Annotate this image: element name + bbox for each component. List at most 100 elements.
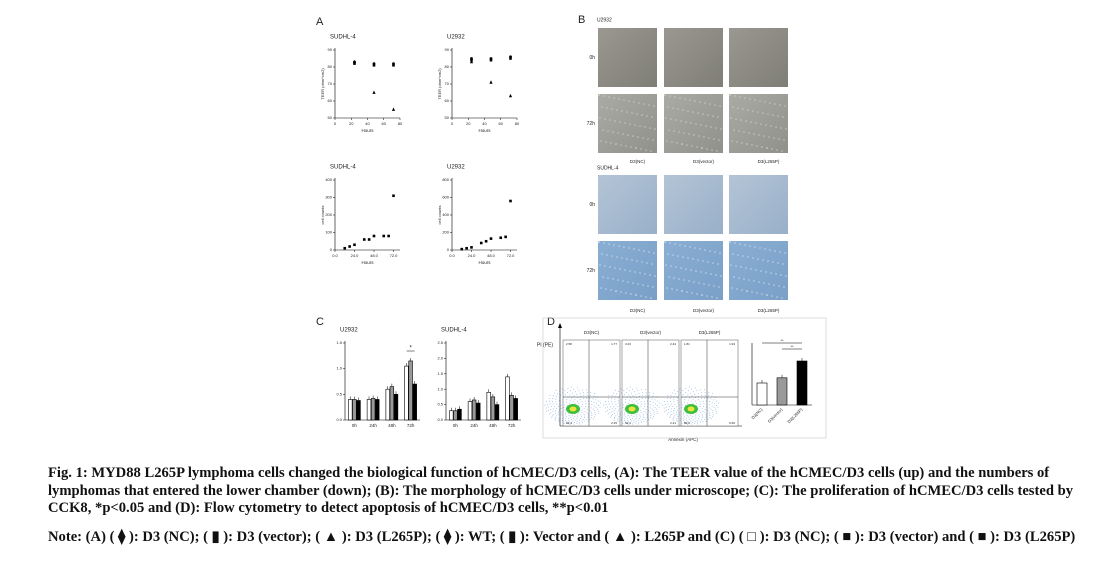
event: [590, 416, 592, 418]
point: [391, 107, 396, 111]
event: [578, 419, 580, 421]
event: [685, 417, 687, 419]
event: [669, 416, 671, 418]
cell: [685, 121, 687, 123]
event: [656, 410, 658, 412]
event: [555, 396, 557, 398]
event: [631, 420, 633, 422]
cell: [719, 105, 721, 107]
cell: [748, 279, 750, 281]
event: [694, 420, 696, 422]
event: [558, 409, 560, 411]
micrograph: [598, 175, 657, 234]
y-axis-label: cell counts: [437, 206, 442, 225]
x-tick-label: 20: [466, 121, 471, 126]
event: [620, 414, 622, 416]
event: [708, 411, 710, 413]
event: [640, 422, 642, 424]
cell: [716, 150, 718, 152]
event: [651, 408, 653, 410]
event: [581, 409, 583, 411]
event: [682, 394, 684, 396]
event: [566, 404, 568, 406]
event: [609, 412, 611, 414]
event: [555, 416, 557, 418]
event: [623, 414, 625, 416]
event: [639, 416, 641, 418]
cell: [711, 149, 713, 151]
y-tick-label: 2.0: [437, 355, 443, 360]
micrograph: [598, 28, 657, 87]
cell: [761, 146, 763, 148]
cell: [687, 110, 689, 112]
event: [558, 420, 560, 422]
event: [558, 419, 560, 421]
cell: [761, 293, 763, 295]
event: [692, 415, 694, 417]
event: [587, 417, 589, 419]
cell: [676, 289, 678, 291]
y-axis-label: TEER (ohm*cm2): [437, 68, 442, 100]
event: [680, 401, 682, 403]
event: [613, 405, 615, 407]
event: [565, 412, 567, 414]
event: [649, 416, 651, 418]
event: [596, 408, 598, 410]
event: [644, 405, 646, 407]
event: [669, 398, 671, 400]
bar: [366, 399, 372, 421]
cell: [732, 253, 734, 255]
cell: [635, 147, 637, 149]
point: [353, 243, 356, 247]
cell: [672, 107, 674, 109]
bar: [486, 391, 491, 421]
event: [711, 405, 713, 407]
event: [620, 418, 622, 420]
event: [676, 409, 678, 411]
cell: [598, 241, 600, 243]
cell: [654, 128, 656, 130]
event: [613, 419, 615, 421]
cell: [772, 114, 774, 116]
point: [489, 58, 493, 62]
cell: [630, 146, 632, 148]
event: [559, 397, 561, 399]
event: [548, 400, 550, 402]
event: [704, 412, 706, 414]
point: [504, 235, 507, 239]
event: [558, 413, 560, 415]
event: [594, 414, 596, 416]
event: [564, 409, 566, 411]
y-tick-label: 0.0: [336, 417, 342, 422]
event: [565, 420, 567, 422]
point: [392, 64, 395, 67]
cell: [714, 104, 716, 106]
event: [614, 416, 616, 418]
quadrant-value: 1.93: [729, 342, 735, 346]
event: [559, 390, 561, 392]
cell: [686, 144, 688, 146]
event: [584, 417, 586, 419]
event: [662, 404, 664, 406]
cell: [667, 253, 669, 255]
event: [583, 413, 585, 415]
cell: [682, 109, 684, 111]
event: [604, 407, 606, 409]
event: [646, 400, 648, 402]
bar: [756, 382, 768, 406]
event: [649, 394, 651, 396]
event: [626, 392, 628, 394]
event: [637, 390, 639, 392]
cell: [603, 242, 605, 244]
event: [670, 400, 672, 402]
cell: [735, 265, 737, 267]
event: [701, 395, 703, 397]
event: [594, 416, 596, 418]
cell: [702, 260, 704, 262]
cell: [694, 100, 696, 102]
event: [576, 393, 578, 395]
event: [549, 403, 551, 405]
x-tick-label: 24h: [369, 423, 377, 428]
event: [673, 412, 675, 414]
event: [698, 416, 700, 418]
